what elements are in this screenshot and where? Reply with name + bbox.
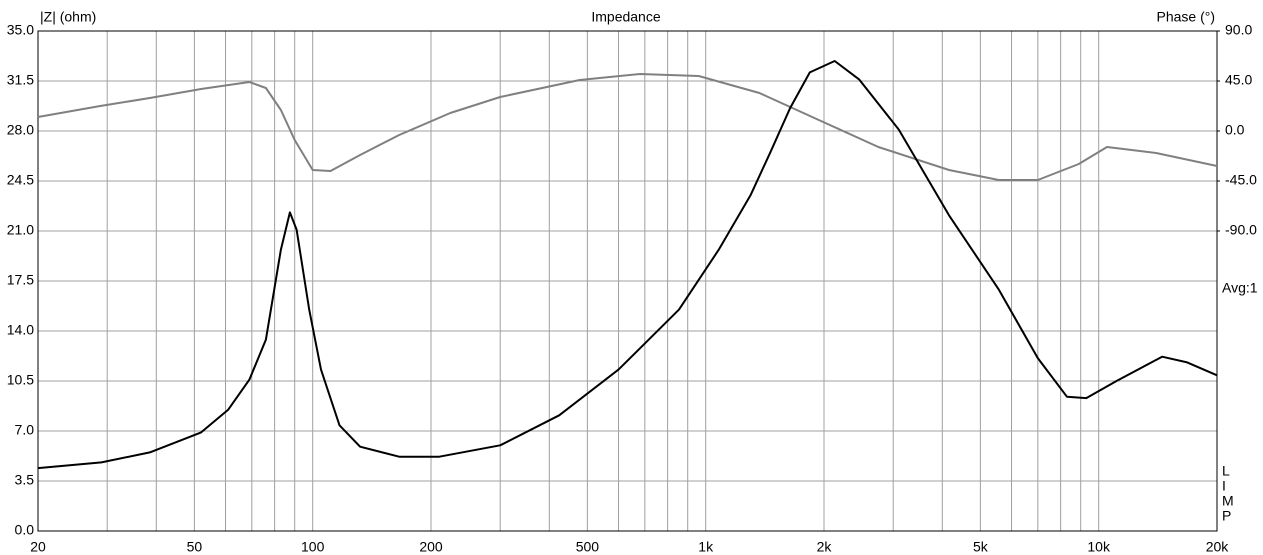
brand-letter: P	[1222, 508, 1231, 524]
y-tick-label: 21.0	[7, 222, 34, 238]
y2-tick-label: 0.0	[1225, 122, 1245, 138]
x-tick-label: 10k	[1087, 539, 1111, 555]
y-tick-label: 14.0	[7, 322, 34, 338]
x-tick-label: 100	[301, 539, 325, 555]
x-tick-label: 50	[187, 539, 203, 555]
y-tick-label: 10.5	[7, 372, 34, 388]
y-tick-label: 17.5	[7, 272, 34, 288]
x-tick-label: 20	[30, 539, 46, 555]
y2-axis-label: Phase (°)	[1156, 9, 1215, 25]
brand-letter: I	[1222, 478, 1226, 494]
y2-tick-label: -45.0	[1225, 172, 1257, 188]
y-tick-label: 35.0	[7, 22, 34, 38]
plot-frame	[37, 30, 1218, 532]
x-tick-label: 2k	[817, 539, 833, 555]
y2-tick-label: 90.0	[1225, 22, 1252, 38]
x-tick-label: 200	[419, 539, 443, 555]
y-tick-label: 28.0	[7, 122, 34, 138]
y-tick-label: 24.5	[7, 172, 34, 188]
brand-letter: L	[1222, 463, 1230, 479]
brand-letter: M	[1222, 493, 1234, 509]
chart-title: Impedance	[591, 9, 660, 25]
y-tick-label: 7.0	[15, 422, 35, 438]
x-tick-label: 1k	[698, 539, 714, 555]
x-tick-label: 500	[576, 539, 600, 555]
y-axis-label: |Z| (ohm)	[40, 9, 96, 25]
y2-tick-label: -90.0	[1225, 222, 1257, 238]
x-tick-label: 5k	[973, 539, 989, 555]
annotation: Avg:1	[1222, 280, 1258, 296]
y-tick-label: 31.5	[7, 72, 34, 88]
x-tick-label: 20k	[1206, 539, 1230, 555]
series-line	[37, 73, 1218, 181]
y-tick-label: 0.0	[15, 522, 35, 538]
y2-tick-label: 45.0	[1225, 72, 1252, 88]
series-line	[37, 60, 1218, 470]
y-tick-label: 3.5	[15, 472, 35, 488]
